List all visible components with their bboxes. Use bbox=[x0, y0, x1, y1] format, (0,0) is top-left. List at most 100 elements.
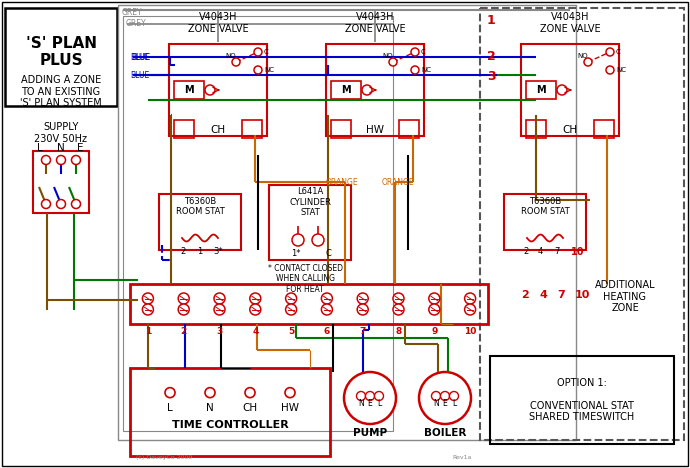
Circle shape bbox=[393, 304, 404, 315]
Text: 9: 9 bbox=[431, 327, 437, 336]
Circle shape bbox=[57, 155, 66, 164]
Circle shape bbox=[292, 234, 304, 246]
Text: NO: NO bbox=[578, 53, 589, 59]
Text: BLUE: BLUE bbox=[130, 71, 149, 80]
Text: M: M bbox=[536, 85, 546, 95]
Circle shape bbox=[232, 58, 240, 66]
Circle shape bbox=[357, 293, 368, 304]
Circle shape bbox=[411, 66, 419, 74]
Text: N: N bbox=[433, 400, 439, 409]
Circle shape bbox=[214, 293, 225, 304]
Bar bbox=[490, 356, 674, 444]
Bar bbox=[526, 120, 546, 138]
Circle shape bbox=[322, 293, 333, 304]
Bar bbox=[130, 284, 488, 324]
Bar bbox=[123, 16, 393, 431]
Text: L: L bbox=[452, 400, 456, 409]
Circle shape bbox=[606, 48, 614, 56]
Text: OPTION 1:

CONVENTIONAL STAT
SHARED TIMESWITCH: OPTION 1: CONVENTIONAL STAT SHARED TIMES… bbox=[529, 378, 635, 423]
Text: 4: 4 bbox=[538, 248, 542, 256]
Bar bbox=[480, 8, 684, 440]
Text: 3: 3 bbox=[487, 71, 495, 83]
Bar bbox=[159, 194, 241, 250]
Circle shape bbox=[254, 66, 262, 74]
Circle shape bbox=[142, 293, 153, 304]
Circle shape bbox=[419, 372, 471, 424]
Circle shape bbox=[431, 392, 440, 401]
Text: CH: CH bbox=[562, 125, 578, 135]
Text: T6360B
ROOM STAT: T6360B ROOM STAT bbox=[521, 197, 569, 216]
Text: GREY: GREY bbox=[122, 8, 143, 17]
Circle shape bbox=[357, 304, 368, 315]
Text: 4: 4 bbox=[252, 327, 259, 336]
Text: C: C bbox=[325, 249, 331, 257]
Circle shape bbox=[178, 293, 189, 304]
Text: 10: 10 bbox=[574, 290, 590, 300]
Circle shape bbox=[72, 199, 81, 209]
Text: 6: 6 bbox=[324, 327, 330, 336]
Circle shape bbox=[41, 155, 50, 164]
Bar bbox=[5, 8, 117, 106]
Text: PUMP: PUMP bbox=[353, 428, 387, 438]
Text: C: C bbox=[421, 49, 426, 55]
Text: BOILER: BOILER bbox=[424, 428, 466, 438]
Text: 4: 4 bbox=[539, 290, 547, 300]
Circle shape bbox=[214, 304, 225, 315]
Text: 2: 2 bbox=[181, 327, 187, 336]
Text: E: E bbox=[368, 400, 373, 409]
Circle shape bbox=[375, 392, 384, 401]
Circle shape bbox=[411, 48, 419, 56]
Text: C: C bbox=[616, 49, 621, 55]
Bar bbox=[269, 184, 351, 259]
Text: L: L bbox=[167, 402, 173, 413]
Text: E: E bbox=[77, 143, 83, 153]
Circle shape bbox=[250, 304, 261, 315]
Circle shape bbox=[428, 304, 440, 315]
Circle shape bbox=[557, 85, 567, 95]
Text: L: L bbox=[37, 143, 43, 153]
Circle shape bbox=[606, 66, 614, 74]
Circle shape bbox=[72, 155, 81, 164]
Bar bbox=[526, 81, 556, 99]
Bar bbox=[399, 120, 419, 138]
Circle shape bbox=[366, 392, 375, 401]
Bar bbox=[169, 44, 267, 136]
Text: 8: 8 bbox=[395, 327, 402, 336]
Circle shape bbox=[322, 304, 333, 315]
Bar bbox=[504, 194, 586, 250]
Circle shape bbox=[449, 392, 458, 401]
Text: SUPPLY
230V 50Hz: SUPPLY 230V 50Hz bbox=[34, 122, 88, 144]
Circle shape bbox=[178, 304, 189, 315]
Circle shape bbox=[464, 293, 475, 304]
Text: V4043H
ZONE VALVE: V4043H ZONE VALVE bbox=[540, 12, 600, 34]
Text: ORANGE: ORANGE bbox=[382, 178, 414, 187]
Circle shape bbox=[389, 58, 397, 66]
Text: 'S' PLAN
PLUS: 'S' PLAN PLUS bbox=[26, 36, 97, 68]
Circle shape bbox=[245, 388, 255, 398]
Bar bbox=[331, 81, 361, 99]
Text: GREY: GREY bbox=[126, 19, 146, 28]
Text: 10: 10 bbox=[571, 247, 584, 257]
Circle shape bbox=[57, 199, 66, 209]
Circle shape bbox=[254, 48, 262, 56]
Text: ADDING A ZONE
TO AN EXISTING
'S' PLAN SYSTEM: ADDING A ZONE TO AN EXISTING 'S' PLAN SY… bbox=[20, 75, 102, 108]
Text: NC: NC bbox=[421, 67, 431, 73]
Text: 7: 7 bbox=[359, 327, 366, 336]
Bar bbox=[326, 44, 424, 136]
Circle shape bbox=[165, 388, 175, 398]
Bar bbox=[33, 151, 89, 213]
Text: NC: NC bbox=[616, 67, 626, 73]
Circle shape bbox=[344, 372, 396, 424]
Text: N: N bbox=[57, 143, 65, 153]
Text: NO: NO bbox=[226, 53, 236, 59]
Text: L: L bbox=[377, 400, 381, 409]
Circle shape bbox=[362, 85, 372, 95]
Text: N: N bbox=[358, 400, 364, 409]
Bar bbox=[118, 5, 576, 440]
Text: N: N bbox=[206, 402, 214, 413]
Text: 2: 2 bbox=[521, 290, 529, 300]
Text: ADDITIONAL
HEATING
ZONE: ADDITIONAL HEATING ZONE bbox=[595, 280, 656, 313]
Text: BLUE: BLUE bbox=[131, 52, 150, 61]
Text: 2: 2 bbox=[487, 51, 495, 64]
Text: 7: 7 bbox=[554, 248, 560, 256]
